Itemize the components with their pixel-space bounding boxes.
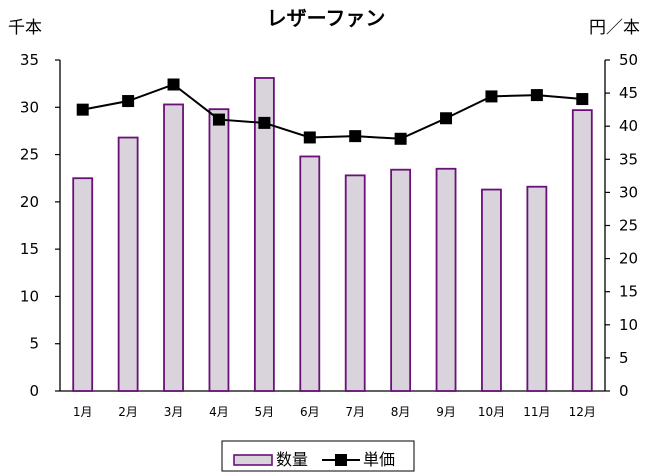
bar (72, 177, 94, 392)
left-axis-ticks: 0 5 10 15 20 25 30 35 (20, 51, 60, 400)
bar (117, 136, 139, 392)
bar (344, 174, 366, 392)
left-tick-label: 15 (20, 240, 39, 258)
line-point (349, 130, 362, 143)
bar (253, 77, 275, 392)
legend: 数量 単価 (221, 440, 415, 472)
x-tick-label: 11月 (523, 405, 550, 419)
bar (390, 168, 412, 392)
left-tick-label: 20 (20, 193, 39, 211)
right-tick-label: 50 (619, 51, 638, 69)
legend-label-bar: 数量 (276, 450, 308, 469)
right-tick-label: 25 (619, 217, 638, 235)
x-tick-label: 4月 (209, 405, 229, 419)
bar (299, 155, 321, 392)
right-tick-label: 20 (619, 250, 638, 268)
line-point (212, 113, 225, 126)
left-tick-label: 10 (20, 287, 39, 305)
line-point (394, 132, 407, 145)
x-axis-ticks: 1月 2月 3月 4月 5月 6月 7月 8月 9月 10月 11月 12月 (73, 405, 596, 419)
right-tick-label: 15 (619, 283, 638, 301)
left-tick-label: 0 (29, 382, 39, 400)
line-point (258, 116, 271, 129)
line-point (530, 89, 543, 102)
x-tick-label: 6月 (300, 405, 320, 419)
chart-title: レザーファン (267, 6, 386, 30)
left-tick-label: 35 (20, 51, 39, 69)
right-tick-label: 0 (619, 382, 629, 400)
right-axis-unit: 円／本 (589, 18, 640, 38)
left-tick-label: 25 (20, 146, 39, 164)
right-tick-label: 40 (619, 117, 638, 135)
line-point (303, 131, 316, 144)
line-point (576, 93, 589, 106)
x-tick-label: 3月 (164, 405, 184, 419)
right-tick-label: 10 (619, 316, 638, 334)
line-point (440, 112, 453, 125)
line-path (82, 83, 583, 140)
left-axis-unit: 千本 (8, 18, 42, 38)
line-point (485, 90, 498, 103)
bar (208, 108, 230, 392)
x-tick-label: 10月 (478, 405, 505, 419)
bar (435, 167, 457, 392)
x-tick-label: 5月 (255, 405, 275, 419)
right-tick-label: 5 (619, 349, 629, 367)
right-axis-ticks: 0 5 10 15 20 25 30 35 40 45 50 (605, 51, 638, 400)
x-tick-label: 2月 (118, 405, 138, 419)
line-series (76, 78, 589, 145)
left-tick-label: 30 (20, 98, 39, 116)
bar (526, 185, 548, 392)
x-tick-label: 12月 (569, 405, 596, 419)
legend-label-line: 単価 (363, 450, 395, 469)
legend-bar-swatch (233, 454, 273, 466)
x-tick-label: 8月 (391, 405, 411, 419)
line-point (76, 103, 89, 116)
bar-series (72, 77, 593, 392)
bar (481, 188, 502, 392)
line-point (167, 78, 180, 91)
right-tick-label: 35 (619, 150, 638, 168)
x-tick-label: 7月 (345, 405, 365, 419)
left-tick-label: 5 (29, 335, 39, 353)
x-tick-label: 1月 (73, 405, 93, 419)
right-tick-label: 45 (619, 84, 638, 102)
line-point (122, 95, 135, 108)
legend-line-marker (335, 454, 347, 466)
bar (163, 103, 184, 392)
x-tick-label: 9月 (436, 405, 456, 419)
bar (571, 109, 593, 392)
right-tick-label: 30 (619, 183, 638, 201)
